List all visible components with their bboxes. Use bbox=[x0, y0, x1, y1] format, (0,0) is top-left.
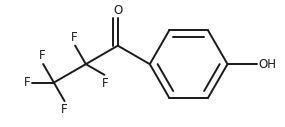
Text: F: F bbox=[24, 76, 30, 89]
Text: F: F bbox=[71, 31, 78, 44]
Text: OH: OH bbox=[258, 58, 277, 71]
Text: F: F bbox=[61, 103, 68, 116]
Text: F: F bbox=[39, 49, 46, 62]
Text: F: F bbox=[102, 77, 109, 90]
Text: O: O bbox=[113, 4, 123, 17]
